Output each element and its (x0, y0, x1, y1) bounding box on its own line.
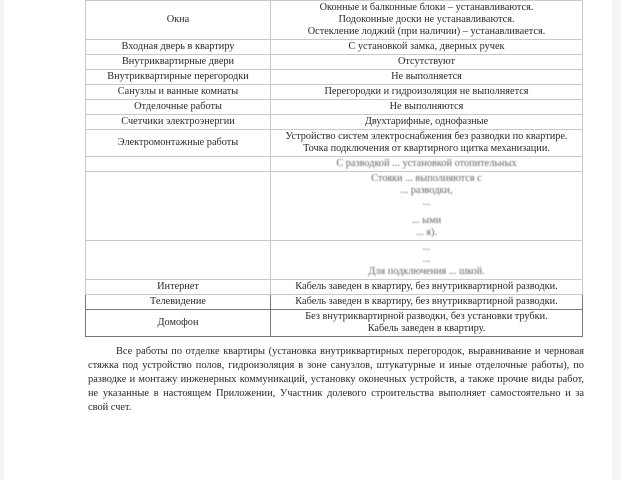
row-label: Электромонтажные работы (85, 129, 271, 157)
table-row: Домофон Без внутриквартирной разводки, бе… (85, 309, 583, 337)
table-row: Интернет Кабель заведен в квартиру, без в… (85, 279, 583, 295)
row-value: Кабель заведен в квартиру, без внутриква… (270, 279, 583, 295)
row-value: С разводкой ... установкой отопительных (270, 156, 583, 172)
value-line: ... разводки, (400, 185, 453, 196)
row-label: Интернет (85, 279, 271, 295)
row-label: Внутриквартирные перегородки (85, 69, 271, 85)
document-page: Окна Оконные и балконные блоки – устанавл… (4, 0, 612, 480)
table-row: Окна Оконные и балконные блоки – устанавл… (85, 0, 583, 40)
row-value: С установкой замка, дверных ручек (270, 39, 583, 55)
value-line: Кабель заведен в квартиру, без внутриква… (295, 281, 558, 292)
row-value: Двухтарифные, однофазные (270, 114, 583, 130)
table-row: Внутриквартирные перегородки Не выполняет… (85, 69, 583, 85)
table-row: Стояки ... выполняются с... разводки,...… (85, 171, 583, 241)
value-line: ... (422, 242, 431, 253)
value-line: Кабель заведен в квартиру. (367, 323, 486, 334)
value-line: Перегородки и гидроизоляция не выполняет… (324, 86, 529, 97)
row-label: Внутриквартирные двери (85, 54, 271, 70)
row-label: Домофон (85, 309, 271, 337)
row-value: Кабель заведен в квартиру, без внутриква… (270, 294, 583, 310)
table-row: Входная дверь в квартиру С установкой зам… (85, 39, 583, 55)
table-row: Санузлы и ванные комнаты Перегородки и ги… (85, 84, 583, 100)
value-line: Точка подключения от квартирного щитка м… (303, 143, 550, 154)
row-label (85, 240, 271, 280)
row-label: Входная дверь в квартиру (85, 39, 271, 55)
value-line: ... (422, 254, 431, 265)
value-line: Кабель заведен в квартиру, без внутриква… (295, 296, 558, 307)
row-label (85, 156, 271, 172)
value-line: Без внутриквартирной разводки, без устан… (305, 311, 548, 322)
table-row: Внутриквартирные двери Отсутствуют (85, 54, 583, 70)
row-value: Оконные и балконные блоки – устанавливаю… (270, 0, 583, 40)
row-value: Перегородки и гидроизоляция не выполняет… (270, 84, 583, 100)
row-value: Устройство систем электроснабжения без р… (270, 129, 583, 157)
value-line: Стояки ... выполняются с (371, 173, 482, 184)
value-line: С разводкой ... установкой отопительных (336, 158, 517, 169)
value-line: Не выполняются (389, 101, 464, 112)
row-label: Телевидение (85, 294, 271, 310)
value-line: ... (422, 197, 431, 208)
row-value: Без внутриквартирной разводки, без устан… (270, 309, 583, 337)
value-line: Подоконные доски не устанавливаются. (338, 14, 515, 25)
value-line: Остекление лоджий (при наличии) – устана… (307, 26, 546, 37)
value-line: С установкой замка, дверных ручек (348, 41, 505, 52)
document-content: Окна Оконные и балконные блоки – устанавл… (85, 0, 584, 415)
row-value: Отсутствуют (270, 54, 583, 70)
value-line: Устройство систем электроснабжения без р… (285, 131, 568, 142)
row-label: Окна (85, 0, 271, 40)
specification-table: Окна Оконные и балконные блоки – устанавл… (85, 0, 583, 337)
value-line: Оконные и балконные блоки – устанавливаю… (319, 2, 534, 13)
row-value: Стояки ... выполняются с... разводки,...… (270, 171, 583, 241)
value-line: Для подключения ... шкой. (368, 266, 485, 277)
table-row: Счетчики электроэнергии Двухтарифные, одн… (85, 114, 583, 130)
row-value: Не выполняется (270, 69, 583, 85)
table-row: ...... Для подключения ... шкой. (85, 240, 583, 280)
table-row: Отделочные работы Не выполняются (85, 99, 583, 115)
table-row: Электромонтажные работы Устройство систем… (85, 129, 583, 157)
value-line: Не выполняется (391, 71, 462, 82)
row-value: ...... Для подключения ... шкой. (270, 240, 583, 280)
row-label: Счетчики электроэнергии (85, 114, 271, 130)
value-line: Отсутствуют (397, 56, 456, 67)
value-line: ... я). (415, 227, 438, 238)
value-line: Двухтарифные, однофазные (364, 116, 489, 127)
row-label: Отделочные работы (85, 99, 271, 115)
row-label: Санузлы и ванные комнаты (85, 84, 271, 100)
table-row: С разводкой ... установкой отопительных (85, 156, 583, 172)
row-label (85, 171, 271, 241)
footer-paragraph: Все работы по отделке квартиры (установк… (88, 346, 584, 413)
row-value: Не выполняются (270, 99, 583, 115)
value-line: ... ыми (411, 215, 442, 226)
table-row: Телевидение Кабель заведен в квартиру, бе… (85, 294, 583, 310)
